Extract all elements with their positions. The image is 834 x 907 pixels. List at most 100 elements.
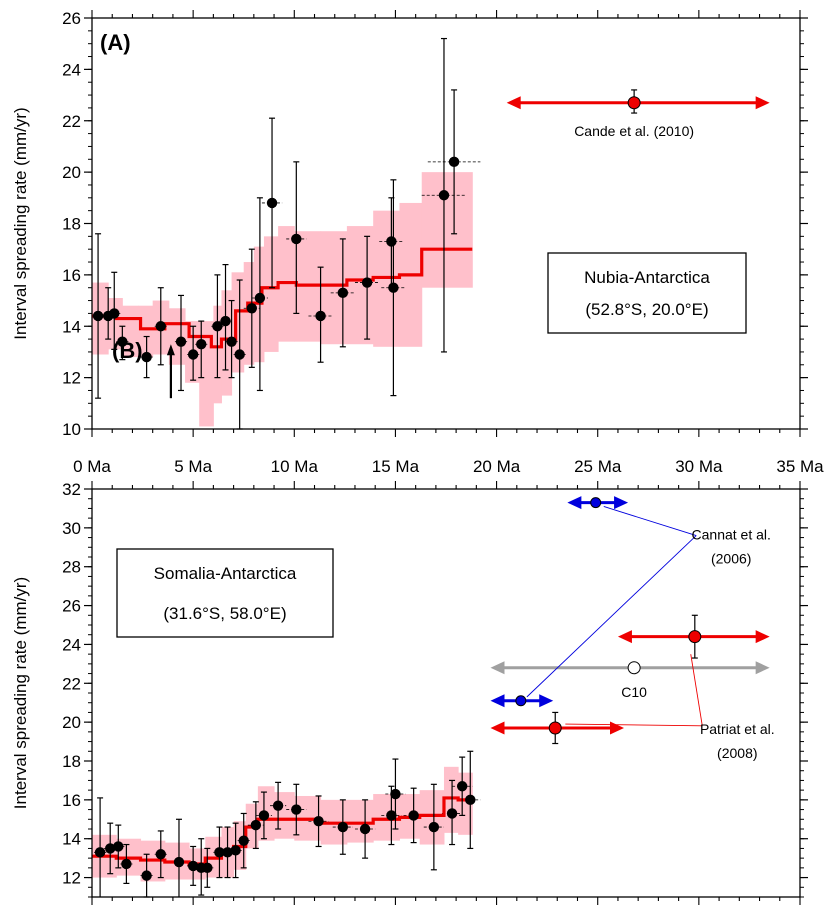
data-point: [254, 292, 266, 304]
plate-location: (31.6°S, 58.0°E): [163, 604, 286, 623]
reference-arrow-left: [490, 694, 505, 708]
data-point: [337, 821, 349, 833]
data-point: [173, 856, 185, 868]
data-point: [390, 788, 401, 800]
y-tick-label: 20: [62, 713, 81, 732]
panel-b: Cannat et al. (2006) Patriat et al. (2008) C…: [11, 338, 808, 905]
data-point: [438, 190, 450, 201]
x-tick-label: 35 Ma: [776, 457, 824, 476]
reference-point: [548, 721, 562, 735]
data-point: [313, 816, 324, 827]
reference-point: [627, 96, 641, 110]
data-point: [456, 781, 468, 792]
data-point: [202, 862, 213, 874]
data-point: [175, 336, 187, 347]
data-point: [92, 310, 104, 322]
reference-arrow-right: [755, 630, 770, 644]
panel-label: (A): [100, 30, 131, 55]
y-tick-label: 10: [62, 420, 81, 439]
data-point: [361, 277, 373, 288]
data-point: [315, 310, 326, 322]
data-point: [337, 287, 349, 299]
y-tick-label: 16: [62, 791, 81, 810]
data-point: [386, 810, 397, 821]
x-tick-label: 20 Ma: [473, 457, 521, 476]
data-point: [250, 819, 262, 831]
x-tick-label: 30 Ma: [675, 457, 723, 476]
y-tick-label: 14: [62, 317, 81, 336]
cannat-label: Cannat et al.: [692, 527, 771, 543]
marker-arrow-head: [166, 344, 175, 356]
uncertainty-envelope: [263, 236, 279, 352]
reference-arrow-left: [490, 661, 505, 675]
x-tick-label: 15 Ma: [372, 457, 420, 476]
data-point: [266, 197, 278, 209]
annotation-leader-line: [603, 506, 697, 536]
y-tick-label: 12: [62, 369, 81, 388]
reference-point: [590, 497, 602, 509]
data-point: [141, 351, 152, 363]
uncertainty-envelope: [346, 799, 374, 843]
data-point: [272, 800, 284, 811]
uncertainty-envelope: [421, 172, 473, 288]
data-point: [465, 794, 476, 806]
patriat-label: Patriat et al.: [700, 721, 775, 737]
data-point: [94, 847, 106, 858]
y-tick-label: 18: [62, 215, 81, 234]
data-point: [212, 321, 223, 332]
reference-arrow-right: [610, 721, 625, 735]
panel-label: (B): [112, 338, 143, 363]
reference-arrow-right: [539, 694, 554, 708]
data-point: [291, 804, 302, 815]
data-point: [234, 349, 245, 360]
data-point: [196, 339, 207, 350]
plate-info-box: [116, 548, 334, 638]
reference-arrow-left: [506, 96, 521, 110]
data-point: [258, 810, 270, 821]
uncertainty-envelope: [243, 262, 255, 365]
annotation-leader-line: [526, 535, 697, 698]
reference-arrow-right: [614, 496, 629, 510]
data-point: [448, 156, 460, 168]
y-tick-label: 32: [62, 480, 81, 499]
data-point: [408, 810, 419, 821]
reference-point: [688, 630, 702, 644]
reference-arrow-left: [490, 721, 505, 735]
data-point: [113, 841, 124, 852]
data-point: [222, 847, 233, 858]
plate-pair-name: Nubia-Antarctica: [584, 268, 710, 287]
data-point: [388, 282, 399, 293]
data-point: [141, 870, 152, 881]
plate-info-box: [547, 252, 747, 334]
data-point: [117, 336, 128, 347]
reference-arrow-left: [567, 496, 582, 510]
data-point: [428, 821, 440, 833]
y-tick-label: 30: [62, 519, 81, 538]
data-point: [155, 849, 166, 860]
annotation-leader-line: [565, 723, 703, 727]
uncertainty-envelope: [231, 272, 245, 373]
x-tick-label: 10 Ma: [271, 457, 319, 476]
data-point: [220, 315, 231, 327]
y-tick-label: 12: [62, 869, 81, 888]
data-point: [214, 847, 225, 858]
y-tick-label: 24: [62, 60, 81, 79]
data-point: [246, 303, 258, 314]
cannat-label-year: (2006): [711, 551, 751, 567]
uncertainty-envelope: [274, 792, 295, 839]
reference-arrow-right: [755, 96, 770, 110]
y-tick-label: 18: [62, 752, 81, 771]
y-tick-label: 16: [62, 266, 81, 285]
data-point: [386, 236, 397, 247]
data-point: [291, 233, 302, 245]
x-tick-label: 25 Ma: [574, 457, 622, 476]
shared-x-axis: 0 Ma 5 Ma 10 Ma 15 Ma 20 Ma 25 Ma 30 Ma 35 Ma: [73, 457, 824, 476]
y-tick-label: 20: [62, 163, 81, 182]
x-tick-label: 0 Ma: [73, 457, 111, 476]
y-tick-label: 26: [62, 9, 81, 28]
uncertainty-envelope: [419, 790, 445, 845]
panel-a: Cande et al. (2010) 10 12 14 16 18 20 22 24 26 Int…: [11, 9, 808, 439]
data-point: [226, 336, 237, 347]
y-tick-label: 14: [62, 830, 81, 849]
